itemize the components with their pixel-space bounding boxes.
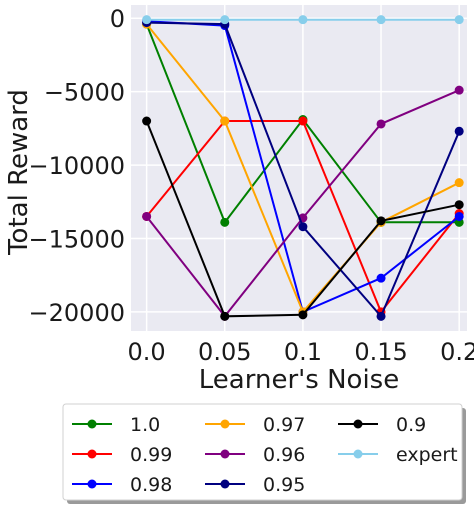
legend-label: 1.0 <box>130 414 160 436</box>
legend-marker <box>220 419 230 429</box>
y-tick-labels: 0 −5000 −10000 −15000 −20000 <box>29 5 125 327</box>
data-point <box>454 15 464 25</box>
legend-entry-1.0: 1.0 <box>72 414 160 436</box>
data-point <box>376 216 386 226</box>
series-layer <box>142 15 464 321</box>
y-tick-label: 0 <box>110 5 125 33</box>
data-point <box>220 217 230 227</box>
data-point <box>298 15 308 25</box>
legend-entry-0.99: 0.99 <box>72 444 172 466</box>
legend-label: 0.98 <box>130 474 172 496</box>
legend-box <box>62 403 463 501</box>
series-0.9 <box>142 116 464 321</box>
data-point <box>142 211 152 221</box>
data-point <box>142 15 152 25</box>
legend-entry-0.98: 0.98 <box>72 474 172 496</box>
data-point <box>220 311 230 321</box>
data-point <box>454 178 464 188</box>
legend-label: 0.95 <box>263 474 305 496</box>
data-point <box>454 85 464 95</box>
legend-entry-0.9: 0.9 <box>338 414 426 436</box>
y-tick-label: −20000 <box>29 299 125 327</box>
legend-marker <box>220 449 230 459</box>
legend-label: 0.9 <box>396 414 426 436</box>
y-tick-label: −15000 <box>29 225 125 253</box>
data-point <box>376 273 386 283</box>
x-tick-labels: 0.0 0.05 0.1 0.15 0.2 <box>128 338 474 366</box>
data-point <box>376 119 386 129</box>
data-point <box>376 311 386 321</box>
legend-label: expert <box>396 444 458 466</box>
legend-marker <box>220 479 230 489</box>
x-tick-label: 0.0 <box>128 338 166 366</box>
data-point <box>454 126 464 136</box>
legend: 1.0 0.99 0.98 0.97 0.96 0.95 0.9 expert <box>62 403 466 504</box>
legend-entry-0.97: 0.97 <box>205 414 305 436</box>
data-point <box>220 116 230 126</box>
legend-marker <box>87 449 97 459</box>
legend-marker <box>353 449 363 459</box>
data-point <box>376 15 386 25</box>
legend-label: 0.97 <box>263 414 305 436</box>
x-tick-label: 0.15 <box>354 338 407 366</box>
data-point <box>454 200 464 210</box>
x-tick-label: 0.05 <box>198 338 251 366</box>
legend-entry-0.95: 0.95 <box>205 474 305 496</box>
data-point <box>454 211 464 221</box>
plot-background <box>131 5 467 331</box>
series-expert <box>142 15 464 25</box>
data-point <box>142 116 152 126</box>
legend-label: 0.99 <box>130 444 172 466</box>
legend-entry-expert: expert <box>338 444 458 466</box>
data-point <box>220 15 230 25</box>
legend-marker <box>353 419 363 429</box>
legend-marker <box>87 479 97 489</box>
data-point <box>298 116 308 126</box>
y-tick-label: −10000 <box>29 152 125 180</box>
y-axis-label: Total Reward <box>4 89 34 256</box>
data-point <box>298 310 308 320</box>
x-axis-label: Learner's Noise <box>199 365 399 395</box>
x-tick-label: 0.1 <box>284 338 322 366</box>
data-point <box>298 222 308 232</box>
x-tick-label: 0.2 <box>440 338 474 366</box>
y-tick-label: −5000 <box>44 79 125 107</box>
legend-label: 0.96 <box>263 444 305 466</box>
legend-entry-0.96: 0.96 <box>205 444 305 466</box>
legend-marker <box>87 419 97 429</box>
